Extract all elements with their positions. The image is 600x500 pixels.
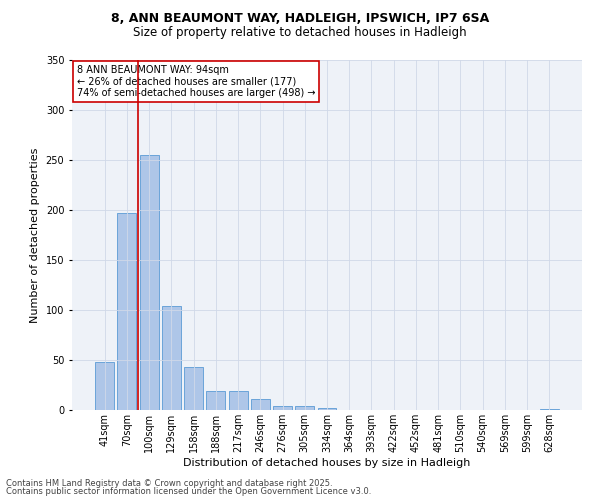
Y-axis label: Number of detached properties: Number of detached properties bbox=[30, 148, 40, 322]
Bar bbox=[317, 408, 337, 410]
Bar bbox=[229, 391, 248, 410]
Bar bbox=[295, 406, 314, 410]
Text: Contains HM Land Registry data © Crown copyright and database right 2025.: Contains HM Land Registry data © Crown c… bbox=[6, 478, 332, 488]
Bar bbox=[540, 409, 559, 410]
X-axis label: Distribution of detached houses by size in Hadleigh: Distribution of detached houses by size … bbox=[184, 458, 470, 468]
Bar bbox=[140, 155, 158, 410]
Bar bbox=[162, 306, 181, 410]
Text: Contains public sector information licensed under the Open Government Licence v3: Contains public sector information licen… bbox=[6, 487, 371, 496]
Bar bbox=[118, 213, 136, 410]
Bar bbox=[273, 406, 292, 410]
Bar bbox=[184, 367, 203, 410]
Bar bbox=[95, 362, 114, 410]
Text: Size of property relative to detached houses in Hadleigh: Size of property relative to detached ho… bbox=[133, 26, 467, 39]
Bar bbox=[206, 391, 225, 410]
Text: 8 ANN BEAUMONT WAY: 94sqm
← 26% of detached houses are smaller (177)
74% of semi: 8 ANN BEAUMONT WAY: 94sqm ← 26% of detac… bbox=[77, 66, 316, 98]
Text: 8, ANN BEAUMONT WAY, HADLEIGH, IPSWICH, IP7 6SA: 8, ANN BEAUMONT WAY, HADLEIGH, IPSWICH, … bbox=[111, 12, 489, 26]
Bar bbox=[251, 399, 270, 410]
